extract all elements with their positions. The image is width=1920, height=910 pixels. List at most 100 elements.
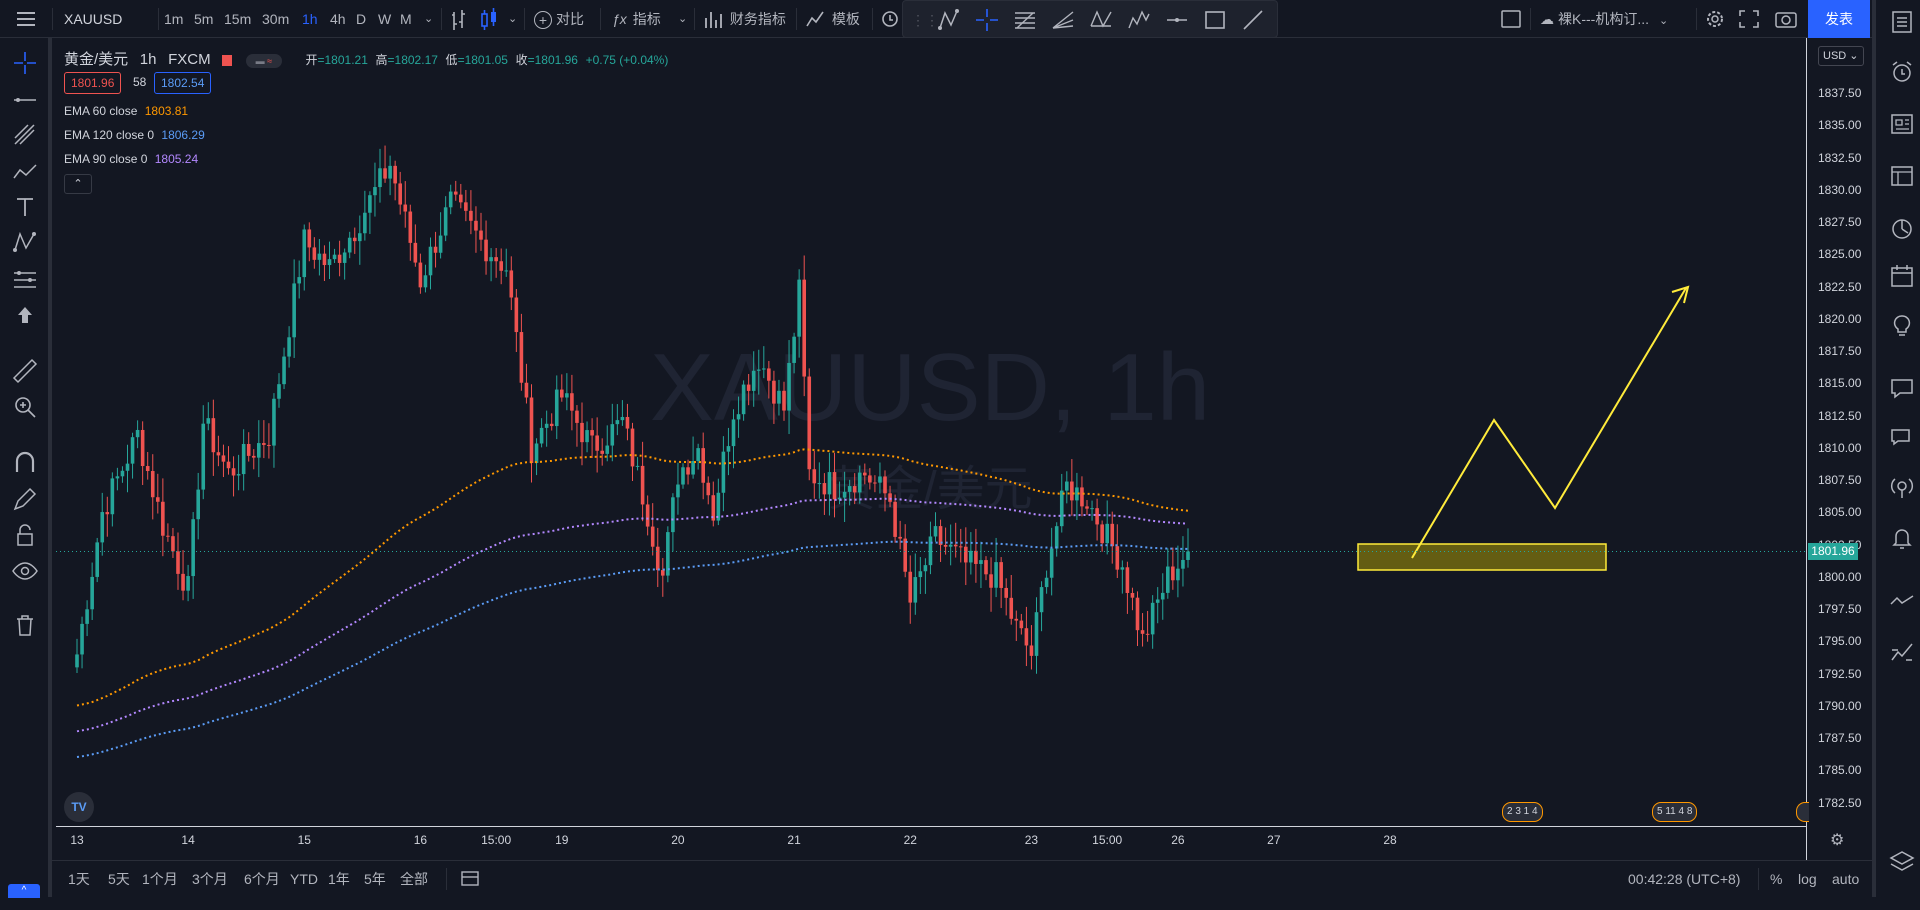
publish-button[interactable]: 发表: [1808, 0, 1870, 38]
forecast-icon[interactable]: [10, 264, 40, 294]
legend-symbol-name[interactable]: 黄金/美元: [64, 51, 129, 68]
price-axis[interactable]: [1806, 38, 1872, 860]
zoom-in-icon[interactable]: [10, 392, 40, 422]
interval-5m[interactable]: 5m: [194, 11, 214, 27]
fullscreen-icon[interactable]: [1738, 0, 1760, 38]
interval-4h[interactable]: 4h: [330, 11, 346, 27]
log-toggle[interactable]: log: [1798, 871, 1817, 887]
trash-icon[interactable]: [10, 610, 40, 640]
events-badge-partial[interactable]: [1796, 802, 1809, 822]
interval-30m[interactable]: 30m: [262, 11, 290, 27]
interval-1m[interactable]: 1m: [164, 11, 184, 27]
trend-line-icon[interactable]: [1241, 8, 1265, 32]
magnet-icon[interactable]: [10, 448, 40, 478]
layers-icon[interactable]: [1888, 848, 1916, 876]
compare-button[interactable]: + 对比: [534, 0, 584, 38]
flag-icon[interactable]: [222, 55, 233, 67]
news-icon[interactable]: [1888, 110, 1916, 138]
settings-gear-icon[interactable]: [1702, 0, 1728, 38]
ruler-icon[interactable]: [10, 356, 40, 386]
rectangle-icon[interactable]: [1203, 8, 1227, 32]
streams-icon[interactable]: [1888, 474, 1916, 502]
interval-1h[interactable]: 1h: [302, 11, 318, 27]
collapse-icon[interactable]: ^: [8, 884, 40, 898]
range-3个月[interactable]: 3个月: [192, 871, 228, 887]
horizontal-line-icon[interactable]: [1165, 8, 1189, 32]
events-badge-group-2[interactable]: 5 11 4 8: [1652, 802, 1698, 822]
watchlist-icon[interactable]: [1888, 8, 1916, 36]
interval-15m[interactable]: 15m: [224, 11, 252, 27]
tradingview-logo[interactable]: TV: [64, 792, 94, 822]
depth-icon[interactable]: [1888, 638, 1916, 666]
drag-handle-icon[interactable]: ⋮⋮: [911, 12, 939, 28]
range-1年[interactable]: 1年: [328, 871, 350, 887]
pencil-lock-icon[interactable]: [10, 484, 40, 514]
ask-price-box[interactable]: 1802.54: [154, 72, 212, 94]
data-window-icon[interactable]: [1888, 162, 1916, 190]
range-1个月[interactable]: 1个月: [142, 871, 178, 887]
elliott-wave-icon[interactable]: [1127, 8, 1151, 32]
bar-style-icon[interactable]: [450, 0, 468, 38]
fib-icon[interactable]: [1013, 8, 1037, 32]
range-5天[interactable]: 5天: [108, 871, 130, 887]
chevron-down-icon[interactable]: ⌄: [424, 13, 434, 25]
lock-icon[interactable]: [10, 520, 40, 550]
range-1天[interactable]: 1天: [68, 871, 90, 887]
arrow-up-icon[interactable]: [10, 300, 40, 330]
templates-button[interactable]: 模板: [806, 0, 860, 38]
xabcd-icon[interactable]: [1089, 8, 1113, 32]
fib-icon[interactable]: [10, 120, 40, 150]
fan-icon[interactable]: [1051, 8, 1075, 32]
chat-icon[interactable]: [1888, 374, 1916, 402]
chevron-down-icon[interactable]: ⌄: [678, 13, 688, 25]
collapse-legend-button[interactable]: ⌃: [64, 174, 92, 194]
calendar-icon[interactable]: [1888, 262, 1916, 290]
market-status-badge[interactable]: ▬ ≈: [245, 53, 282, 68]
menu-icon[interactable]: [14, 0, 38, 38]
order-panel-icon[interactable]: [1888, 588, 1916, 616]
crosshair-icon[interactable]: [975, 8, 999, 32]
fullscreen-square-icon[interactable]: [1500, 0, 1522, 38]
camera-icon[interactable]: [1774, 0, 1798, 38]
eye-icon[interactable]: [10, 556, 40, 586]
interval-M[interactable]: M: [400, 11, 412, 27]
range-5年[interactable]: 5年: [364, 871, 386, 887]
goto-date-icon[interactable]: [460, 861, 480, 897]
events-badge-group-1[interactable]: 2 3 1 4: [1502, 802, 1543, 822]
ema-120-legend[interactable]: EMA 120 close 0 1806.29: [64, 128, 205, 142]
bid-price-box[interactable]: 1801.96: [64, 72, 122, 94]
auto-toggle[interactable]: auto: [1832, 871, 1860, 887]
alert-icon[interactable]: [880, 0, 900, 38]
ideas-bulb-icon[interactable]: [1888, 312, 1916, 340]
trend-line-icon[interactable]: [10, 84, 40, 114]
pattern-icon[interactable]: [10, 156, 40, 186]
messages-icon[interactable]: [1888, 424, 1916, 452]
ema-60-legend[interactable]: EMA 60 close 1803.81: [64, 104, 188, 118]
crosshair-icon[interactable]: [10, 48, 40, 78]
ema-90-legend[interactable]: EMA 90 close 0 1805.24: [64, 152, 198, 166]
interval-W[interactable]: W: [378, 11, 392, 27]
time-axis[interactable]: [56, 826, 1806, 860]
axis-settings-gear-icon[interactable]: ⚙: [1830, 832, 1845, 849]
financials-button[interactable]: 财务指标: [704, 0, 786, 38]
xabcd-icon[interactable]: [10, 228, 40, 258]
currency-button[interactable]: USD ⌄: [1818, 46, 1864, 66]
support-zone-rectangle[interactable]: [1357, 543, 1607, 571]
notifications-bell-icon[interactable]: [1888, 524, 1916, 552]
percent-toggle[interactable]: %: [1770, 871, 1783, 887]
hotlist-icon[interactable]: [1888, 214, 1916, 242]
clock-time[interactable]: 00:42:28 (UTC+8): [1628, 871, 1741, 887]
chevron-down-icon[interactable]: ⌄: [508, 13, 518, 25]
interval-D[interactable]: D: [356, 11, 367, 27]
alarm-clock-icon[interactable]: [1888, 58, 1916, 86]
text-icon[interactable]: [10, 192, 40, 222]
indicators-button[interactable]: ƒx 指标: [612, 0, 661, 38]
range-YTD[interactable]: YTD: [290, 871, 318, 887]
pattern-icon[interactable]: [937, 8, 961, 32]
candles-icon[interactable]: [480, 0, 498, 38]
layout-selector[interactable]: ☁ 裸K---机构订... ⌄: [1540, 0, 1668, 38]
symbol-search[interactable]: XAUUSD: [64, 11, 123, 27]
range-6个月[interactable]: 6个月: [244, 871, 280, 887]
range-全部[interactable]: 全部: [400, 871, 428, 887]
